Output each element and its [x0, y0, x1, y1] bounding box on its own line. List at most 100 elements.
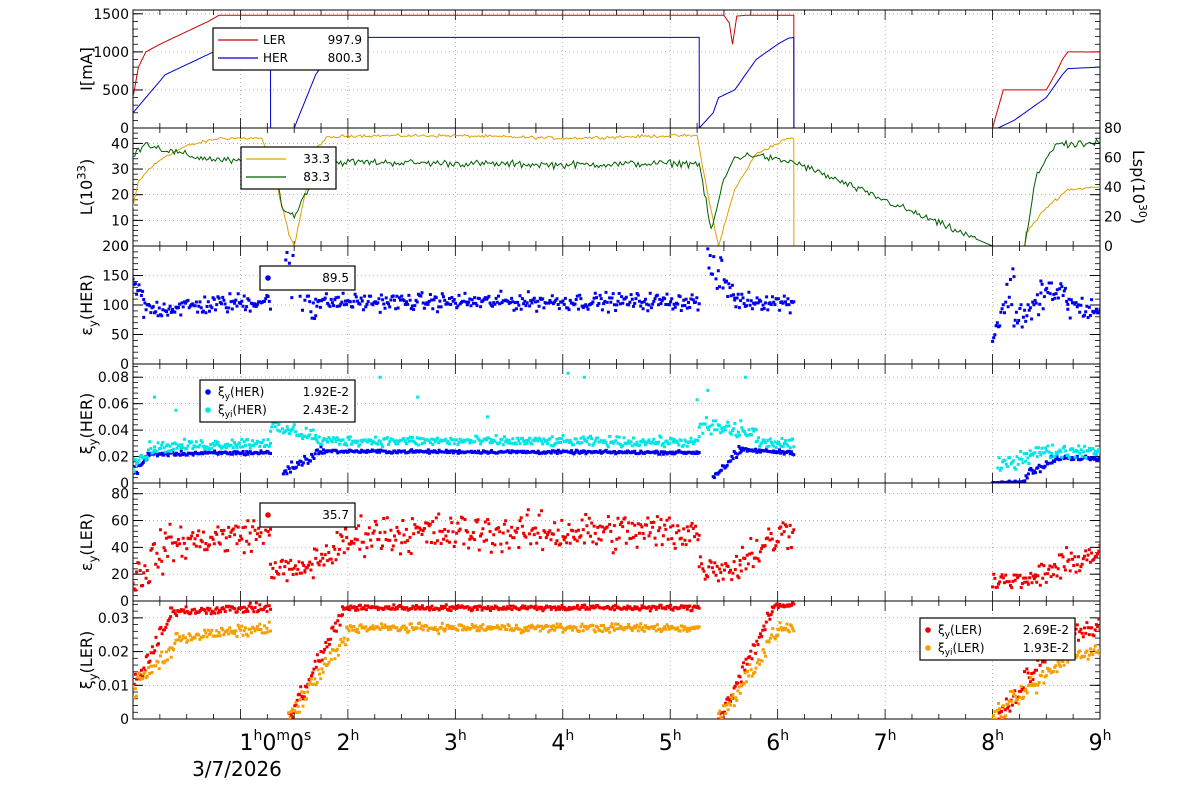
x-tick-label: 4h: [551, 728, 574, 756]
panel-2: 0 10 20 30 40 L(1033) 0 20 40 60 80 Lsp(1030) 33.3 83…: [75, 121, 1149, 255]
y-tick-label: 0: [120, 476, 129, 492]
legend-label: LER: [263, 33, 286, 47]
y-tick-label: 0.02: [98, 645, 129, 661]
series-group: [133, 246, 1100, 343]
legend-box: [199, 379, 356, 423]
series-points: [133, 620, 1100, 719]
y2-tick-label: 0: [1104, 239, 1113, 255]
panel-3: 0 50 100 150 200 εy(HER) 89.5: [77, 239, 1101, 373]
series-points: [133, 508, 1100, 592]
y-axis-label: εy(LER): [77, 513, 100, 571]
legend-marker: [205, 407, 211, 413]
legend-value: 33.3: [303, 152, 330, 166]
legend-value: 83.3: [303, 170, 330, 184]
legend: ξy(HER) 1.92E-2 ξyi(HER) 2.43E-2: [199, 379, 356, 423]
y-tick-label: 1500: [93, 7, 129, 23]
legend: ξy(LER) 2.69E-2 ξyi(LER) 1.93E-2: [919, 617, 1076, 661]
legend-box: [259, 502, 356, 528]
series-line: [133, 14, 1100, 128]
legend-value: 1.92E-2: [303, 385, 349, 399]
y-axis-label: εy(HER): [77, 274, 100, 335]
x-tick-label: 2h: [336, 728, 359, 756]
y-tick-label: 0: [120, 239, 129, 255]
legend-label: ξy(HER): [218, 385, 264, 402]
y-tick-label: 0.03: [98, 611, 129, 627]
time-axis: 1h0m0s 2h 3h 4h 5h 6h 7h 8h 9h 3/7/2026: [192, 728, 1111, 781]
y-tick-label: 200: [102, 239, 129, 255]
y-tick-label: 0.02: [98, 450, 129, 466]
y-tick-label: 1000: [93, 45, 129, 61]
y-tick-label: 80: [111, 487, 129, 503]
legend-box: [919, 617, 1076, 661]
series-line: [133, 132, 1100, 246]
series-group: [133, 132, 1100, 246]
legend: LER 997.9 HER 800.3: [212, 27, 369, 71]
legend-marker: [925, 627, 931, 633]
legend-value: 89.5: [322, 271, 349, 285]
y-tick-label: 0.08: [98, 370, 129, 386]
x-tick-label: 7h: [874, 728, 897, 756]
y-axis-label: I[mA]: [77, 47, 96, 91]
x-tick-label: 6h: [766, 728, 789, 756]
legend-box: [259, 265, 356, 291]
series-group: [133, 508, 1100, 592]
legend-value: 997.9: [328, 33, 362, 47]
legend: 33.3 83.3: [240, 146, 337, 190]
y-tick-label: 10: [111, 213, 129, 229]
panel-1: 0 500 1000 1500 I[mA] LER 997.9 HER 800.3: [77, 7, 1101, 137]
y-tick-label: 0.01: [98, 678, 129, 694]
series-line: [133, 137, 1100, 246]
y-tick-label: 150: [102, 269, 129, 285]
series-line: [133, 36, 1100, 128]
legend-value: 1.93E-2: [1023, 641, 1069, 655]
legend-value: 2.43E-2: [303, 403, 349, 417]
date-label: 3/7/2026: [192, 757, 282, 781]
y-tick-label: 0: [120, 121, 129, 137]
y-tick-label: 60: [111, 514, 129, 530]
y2-tick-label: 20: [1104, 210, 1122, 226]
legend: 89.5: [259, 265, 356, 291]
y2-tick-label: 80: [1104, 121, 1122, 137]
series-group: [133, 601, 1100, 719]
x-tick-label: 1h0m0s: [240, 728, 312, 756]
panel-5: 0 20 40 60 80 εy(LER) 35.7: [77, 482, 1101, 610]
y-tick-label: 0: [120, 712, 129, 728]
y-tick-label: 0.04: [98, 423, 129, 439]
series-points: [133, 371, 1100, 474]
x-tick-label: 9h: [1089, 728, 1112, 756]
y-axis-label: L(1033): [75, 159, 96, 215]
series-group: [133, 14, 1100, 128]
legend-marker: [205, 389, 211, 395]
legend-marker: [265, 275, 271, 281]
legend-label: ξy(LER): [938, 623, 982, 640]
legend: 35.7: [259, 502, 356, 528]
y2-axis-label: Lsp(1030): [1129, 150, 1149, 224]
legend-value: 2.69E-2: [1023, 623, 1069, 637]
legend-box: [212, 27, 369, 71]
legend-marker: [265, 512, 271, 518]
panel-6: 0 0.01 0.02 0.03 ξy(LER) ξy(LER) 2.69E-2 ξyi(LE…: [77, 600, 1101, 728]
y-tick-label: 20: [111, 567, 129, 583]
x-tick-label: 5h: [659, 728, 682, 756]
y-axis-label: ξy(LER): [77, 631, 100, 689]
series-group: [133, 371, 1100, 483]
y-axis-label: ξy(HER): [77, 393, 100, 455]
y-tick-label: 40: [111, 540, 129, 556]
y2-tick-label: 60: [1104, 151, 1122, 167]
legend-label: ξyi(HER): [218, 403, 267, 420]
legend-label: HER: [263, 51, 288, 65]
series-points: [133, 445, 1100, 483]
legend-label: ξyi(LER): [938, 641, 985, 658]
legend-value: 35.7: [322, 508, 349, 522]
y-tick-label: 500: [102, 83, 129, 99]
y2-tick-label: 40: [1104, 180, 1122, 196]
y-tick-label: 100: [102, 298, 129, 314]
legend-box: [240, 146, 337, 190]
y-tick-label: 0: [120, 594, 129, 610]
y-tick-label: 50: [111, 328, 129, 344]
y-tick-label: 30: [111, 162, 129, 178]
series-points: [133, 246, 1100, 343]
x-tick-label: 8h: [981, 728, 1004, 756]
